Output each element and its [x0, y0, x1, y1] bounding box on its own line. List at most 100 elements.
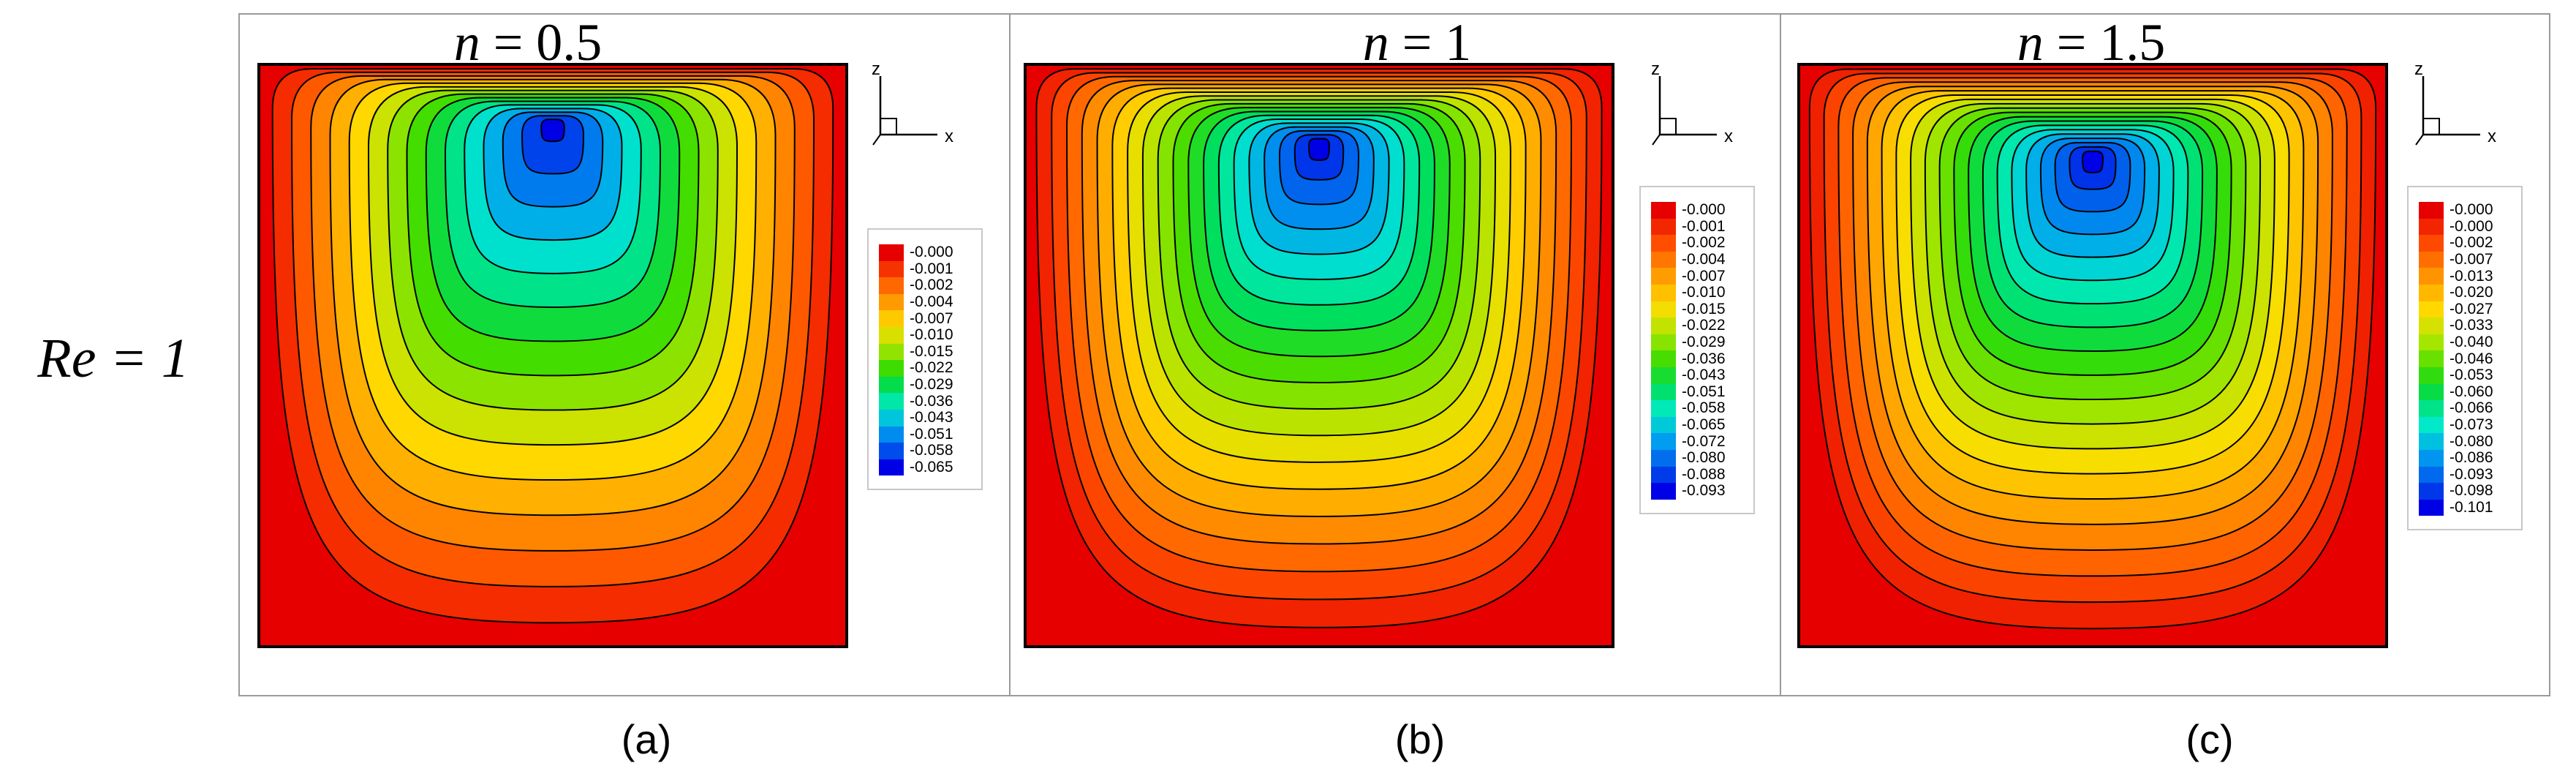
- plot-border: [257, 63, 848, 648]
- panel-caption: (c): [2186, 716, 2234, 762]
- legend-entry: -0.029: [879, 376, 974, 394]
- legend-label: -0.046: [2450, 350, 2493, 367]
- contour-level: [521, 115, 585, 175]
- legend-entry: -0.029: [1651, 334, 1746, 351]
- legend-label: -0.000: [2450, 201, 2493, 219]
- legend-swatch: [1651, 483, 1676, 500]
- panel-b: n = 1 z x -0.000 -0.001 -0.002 -0.004 -0.007…: [1011, 13, 1780, 762]
- legend-entry: -0.101: [2419, 499, 2514, 516]
- legend-swatch: [1651, 416, 1676, 434]
- axis-x-label: x: [945, 127, 953, 146]
- legend-swatch: [879, 360, 904, 377]
- legend-swatch: [2419, 367, 2444, 384]
- legend-label: -0.093: [1682, 482, 1726, 500]
- panel-a: n = 0.5 z x -0.000 -0.001 -0.002 -0.004 -0.0…: [240, 13, 1009, 762]
- legend-swatch: [2419, 317, 2444, 334]
- axis-triad: z x: [2414, 61, 2496, 146]
- legend-label: -0.000: [1682, 201, 1726, 219]
- legend-swatch: [1651, 449, 1676, 467]
- legend-swatch: [1651, 218, 1676, 236]
- panel-c: n = 1.5 z x -0.000 -0.000 -0.002 -0.007 -0.0…: [1781, 13, 2550, 762]
- legend-swatch: [2419, 202, 2444, 219]
- legend-label: -0.022: [1682, 317, 1726, 334]
- legend-swatch: [879, 443, 904, 459]
- contour-level: [1308, 138, 1330, 161]
- legend-entry: -0.022: [1651, 317, 1746, 334]
- legend-label: -0.043: [1682, 367, 1726, 384]
- legend-swatch: [1651, 350, 1676, 367]
- legend-swatch: [2419, 499, 2444, 516]
- legend-label: -0.053: [2450, 367, 2493, 384]
- colorbar-legend: -0.000 -0.000 -0.002 -0.007 -0.013 -0.020 -0.0…: [2407, 186, 2523, 531]
- legend-swatch: [2419, 400, 2444, 417]
- plot-border: [1024, 63, 1614, 648]
- legend-entry: -0.098: [2419, 482, 2514, 500]
- legend-label: -0.073: [2450, 416, 2493, 434]
- legend-entry: -0.000: [2419, 218, 2514, 236]
- legend-label: -0.029: [1682, 334, 1726, 351]
- legend-label: -0.000: [910, 244, 953, 261]
- legend-entry: -0.073: [2419, 416, 2514, 434]
- legend-entry: -0.033: [2419, 317, 2514, 334]
- panel-caption: (b): [1394, 716, 1446, 762]
- legend-label: -0.002: [1682, 234, 1726, 252]
- legend-label: -0.060: [2450, 383, 2493, 400]
- axis-x-label: x: [1724, 127, 1733, 146]
- legend-label: -0.086: [2450, 449, 2493, 467]
- legend-label: -0.080: [1682, 449, 1726, 467]
- legend-entry: -0.007: [2419, 251, 2514, 268]
- legend-entry: -0.060: [2419, 383, 2514, 401]
- legend-label: -0.051: [910, 425, 953, 443]
- legend-swatch: [1651, 317, 1676, 334]
- legend-label: -0.013: [2450, 267, 2493, 285]
- legend-label: -0.010: [910, 326, 953, 344]
- axis-triad: z x: [1651, 61, 1733, 146]
- legend-swatch: [2419, 251, 2444, 268]
- axis-triad: z x: [872, 61, 953, 146]
- legend-label: -0.002: [2450, 234, 2493, 252]
- legend-label: -0.007: [910, 309, 953, 327]
- panel-title: n = 1: [1362, 13, 1472, 72]
- legend-entry: -0.040: [2419, 334, 2514, 351]
- legend-swatch: [2419, 350, 2444, 367]
- legend-entry: -0.001: [1651, 218, 1746, 236]
- axis-x-label: x: [2488, 127, 2496, 146]
- legend-entry: -0.051: [879, 426, 974, 443]
- legend-label: -0.007: [2450, 251, 2493, 268]
- legend-label: -0.066: [2450, 399, 2493, 417]
- axis-z-label: z: [872, 61, 880, 79]
- legend-swatch: [879, 343, 904, 361]
- panel-title: n = 1.5: [2017, 13, 2166, 72]
- legend-label: -0.015: [910, 342, 953, 360]
- legend-entry: -0.004: [1651, 251, 1746, 268]
- legend-label: -0.001: [910, 260, 953, 277]
- legend-label: -0.015: [1682, 300, 1726, 317]
- legend-label: -0.080: [2450, 432, 2493, 450]
- axis-z-label: z: [2414, 61, 2423, 79]
- legend-entry: -0.004: [879, 293, 974, 311]
- legend-entry: -0.013: [2419, 268, 2514, 285]
- legend-swatch: [2419, 433, 2444, 450]
- contour-plot: [257, 63, 848, 648]
- legend-swatch: [2419, 416, 2444, 434]
- legend-entry: -0.058: [1651, 399, 1746, 417]
- axis-z-label: z: [1651, 61, 1660, 79]
- contour-level: [540, 119, 565, 143]
- legend-entry: -0.051: [1651, 383, 1746, 401]
- legend-entry: -0.015: [1651, 301, 1746, 318]
- colorbar-legend: -0.000 -0.001 -0.002 -0.004 -0.007 -0.010 -0.0…: [1639, 186, 1755, 514]
- legend-label: -0.088: [1682, 465, 1726, 483]
- legend-swatch: [1651, 268, 1676, 285]
- legend-entry: -0.002: [879, 277, 974, 294]
- legend-label: -0.027: [2450, 300, 2493, 317]
- legend-swatch: [2419, 301, 2444, 318]
- legend-entry: -0.080: [2419, 433, 2514, 450]
- legend-label: -0.058: [1682, 399, 1726, 417]
- legend-label: -0.036: [1682, 350, 1726, 367]
- legend-swatch: [1651, 235, 1676, 252]
- legend-swatch: [879, 426, 904, 443]
- legend-label: -0.020: [2450, 284, 2493, 301]
- legend-entry: -0.036: [1651, 350, 1746, 367]
- legend-entry: -0.002: [2419, 234, 2514, 252]
- legend-label: -0.058: [910, 442, 953, 459]
